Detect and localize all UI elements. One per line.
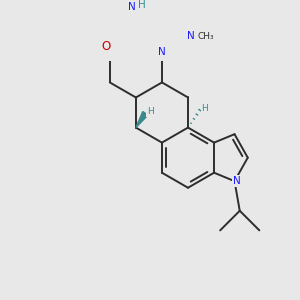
Text: O: O [101,40,110,53]
Text: N: N [187,32,195,41]
Text: N: N [128,2,136,12]
Text: N: N [233,176,241,186]
Text: H: H [201,104,208,113]
Text: CH₃: CH₃ [197,32,214,41]
Text: H: H [147,107,154,116]
Text: N: N [158,47,166,57]
Text: H: H [138,0,145,10]
Polygon shape [136,112,148,127]
